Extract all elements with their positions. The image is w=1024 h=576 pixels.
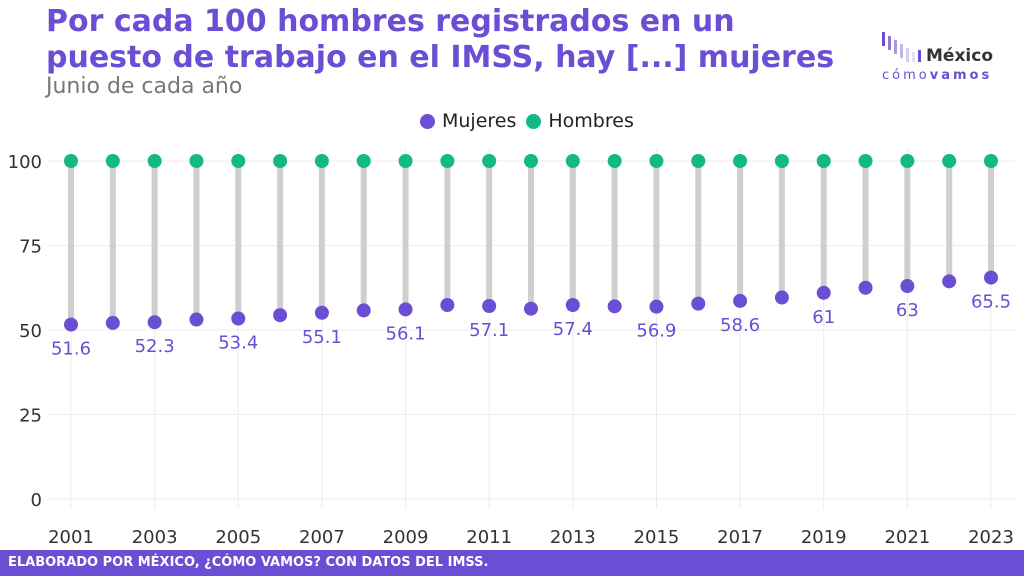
point-hombres (356, 154, 371, 168)
y-tick-label: 75 (19, 237, 42, 258)
point-hombres (858, 154, 873, 168)
x-tick-label: 2011 (466, 527, 512, 548)
point-mujeres (398, 302, 413, 317)
point-mujeres (147, 315, 162, 330)
logo-tagline: cómovamos (882, 68, 993, 83)
point-mujeres (984, 270, 998, 285)
mexico-como-vamos-logo: México cómovamos (880, 28, 1010, 88)
point-mujeres (607, 299, 622, 314)
legend-label-mujeres: Mujeres (442, 110, 517, 132)
point-hombres (565, 154, 580, 168)
legend-item-mujeres: Mujeres (420, 110, 516, 132)
x-tick-label: 2015 (634, 527, 680, 548)
point-hombres (105, 154, 120, 168)
point-hombres (231, 154, 246, 168)
data-label-mujeres: 52.3 (135, 336, 175, 357)
point-mujeres (105, 315, 120, 330)
x-tick-label: 2003 (132, 527, 178, 548)
point-hombres (64, 154, 78, 168)
point-hombres (398, 154, 413, 168)
point-hombres (314, 154, 329, 168)
point-hombres (942, 154, 957, 168)
data-label-mujeres: 58.6 (720, 315, 760, 336)
point-mujeres (649, 299, 664, 314)
x-tick-label: 2021 (884, 527, 930, 548)
y-tick-label: 100 (8, 152, 42, 173)
x-tick-label: 2019 (801, 527, 847, 548)
point-mujeres (64, 317, 78, 332)
data-label-mujeres: 53.4 (218, 333, 258, 354)
point-mujeres (691, 296, 706, 311)
point-mujeres (565, 297, 580, 312)
data-label-mujeres: 56.1 (386, 323, 426, 344)
data-label-mujeres: 56.9 (636, 321, 676, 342)
x-tick-label: 2005 (215, 527, 261, 548)
point-mujeres (900, 279, 915, 294)
point-mujeres (482, 299, 497, 314)
data-label-mujeres: 51.6 (51, 339, 91, 360)
point-hombres (900, 154, 915, 168)
legend-dot-hombres (526, 113, 542, 129)
point-hombres (984, 154, 998, 168)
dumbbell-chart: 0 25 50 75 100 2001 2003 2005 2007 2009 2011 2013 20… (8, 149, 1015, 548)
logo-wordmark: México (926, 46, 993, 66)
point-mujeres (816, 285, 831, 300)
y-tick-label: 25 (19, 406, 42, 427)
point-mujeres (858, 280, 873, 295)
point-mujeres (440, 297, 455, 312)
x-tick-label: 2007 (299, 527, 345, 548)
legend-label-hombres: Hombres (548, 110, 634, 132)
point-hombres (147, 154, 162, 168)
data-label-mujeres: 55.1 (302, 327, 342, 348)
point-mujeres (733, 293, 748, 308)
point-mujeres (356, 303, 371, 318)
data-label-mujeres: 65.5 (971, 292, 1011, 313)
chart-subtitle: Junio de cada año (46, 74, 243, 99)
bars-logo-icon (882, 32, 921, 62)
point-hombres (691, 154, 706, 168)
point-mujeres (231, 311, 246, 326)
data-label-mujeres: 61 (812, 307, 835, 328)
source-footer: ELABORADO POR MÉXICO, ¿CÓMO VAMOS? CON D… (0, 550, 1024, 576)
x-tick-label: 2023 (968, 527, 1014, 548)
point-mujeres (942, 274, 957, 289)
point-hombres (524, 154, 538, 168)
data-label-mujeres: 63 (896, 300, 919, 321)
x-tick-label: 2009 (383, 527, 429, 548)
chart-title: Por cada 100 hombres registrados en un p… (46, 4, 835, 75)
point-hombres (440, 154, 455, 168)
point-hombres (774, 154, 789, 168)
point-hombres (607, 154, 622, 168)
point-hombres (649, 154, 664, 168)
point-mujeres (524, 301, 538, 316)
point-hombres (189, 154, 204, 168)
data-label-mujeres: 57.1 (469, 320, 509, 341)
chart-legend: Mujeres Hombres (420, 108, 644, 134)
x-tick-label: 2001 (48, 527, 94, 548)
y-tick-label: 0 (31, 490, 42, 511)
point-hombres (273, 154, 288, 168)
x-tick-label: 2013 (550, 527, 596, 548)
point-hombres (482, 154, 497, 168)
point-mujeres (273, 308, 288, 323)
data-label-mujeres: 57.4 (553, 319, 593, 340)
x-tick-label: 2017 (717, 527, 763, 548)
point-mujeres (189, 312, 204, 327)
legend-item-hombres: Hombres (526, 110, 634, 132)
point-hombres (733, 154, 748, 168)
y-tick-label: 50 (19, 321, 42, 342)
point-hombres (816, 154, 831, 168)
point-mujeres (774, 290, 789, 305)
legend-dot-mujeres (420, 113, 435, 129)
point-mujeres (314, 305, 329, 320)
